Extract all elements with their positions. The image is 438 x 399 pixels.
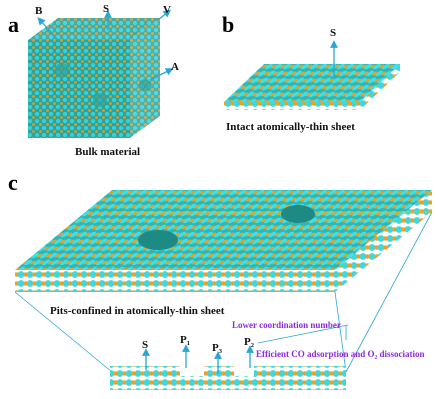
connector xyxy=(15,292,112,372)
label: P₃ xyxy=(212,342,223,354)
caption: Pits-confined in atomically-thin sheet xyxy=(50,305,225,317)
panel-label: b xyxy=(222,12,234,37)
caption: Bulk material xyxy=(75,146,140,158)
label: V xyxy=(163,4,171,16)
connector xyxy=(335,292,346,372)
sheet-edge xyxy=(15,270,335,292)
sheet-edge xyxy=(224,102,360,110)
label: B xyxy=(35,5,43,17)
note: Lower coordination number xyxy=(232,320,341,330)
note: Efficient CO adsorption and O₂ dissociat… xyxy=(256,349,424,359)
cube-front xyxy=(28,40,130,138)
pit-gap xyxy=(234,366,254,376)
pit xyxy=(138,230,178,250)
pit xyxy=(281,205,315,223)
defect xyxy=(139,79,151,91)
label: S xyxy=(330,27,336,39)
panel-label: c xyxy=(8,170,18,195)
label: P₁ xyxy=(180,334,190,346)
label: P₂ xyxy=(244,336,255,348)
pit-gap xyxy=(180,366,204,376)
figure: a B S V A Bulk material b S Intact atomi… xyxy=(0,0,438,399)
defect xyxy=(55,63,69,77)
panel-label: a xyxy=(8,12,19,37)
label: S xyxy=(142,339,148,351)
label: A xyxy=(171,61,179,73)
defect xyxy=(93,93,107,107)
caption: Intact atomically-thin sheet xyxy=(226,121,355,133)
label: S xyxy=(103,3,109,15)
